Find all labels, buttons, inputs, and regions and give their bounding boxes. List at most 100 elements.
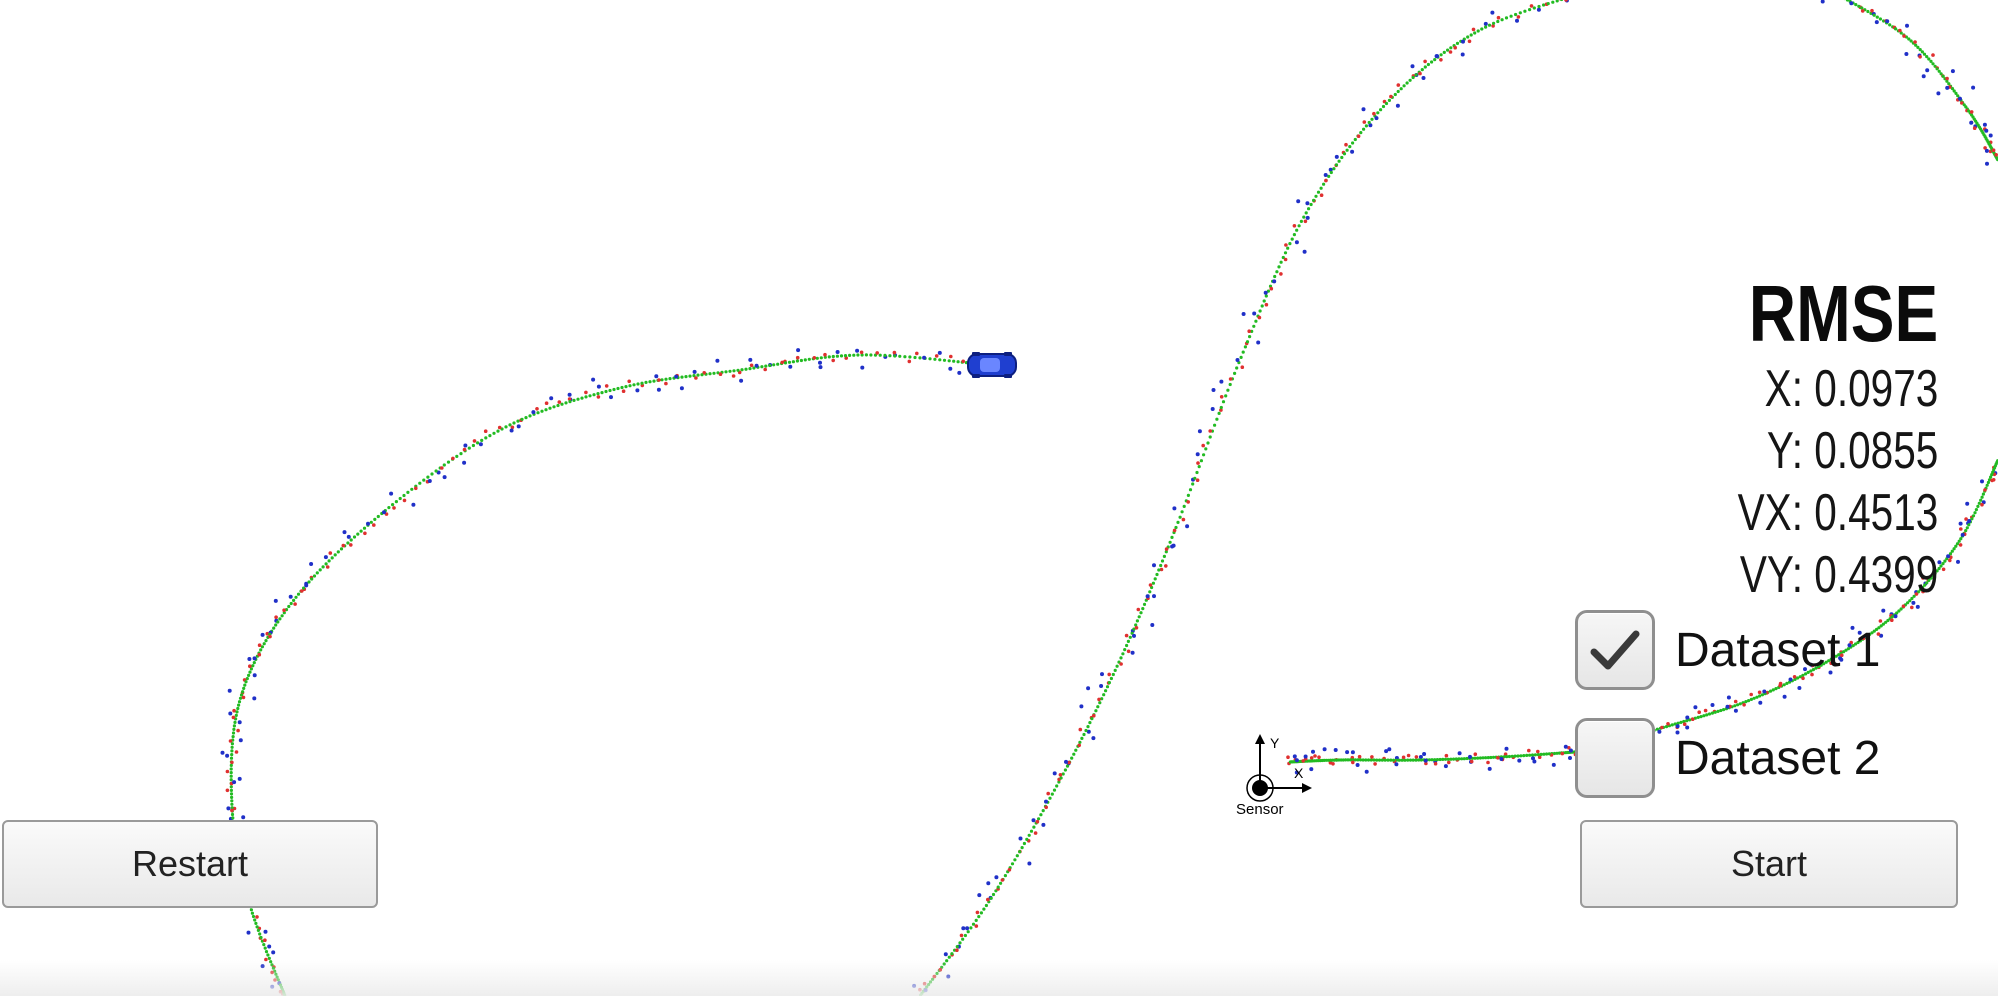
ground-truth-point bbox=[1050, 792, 1054, 796]
ground-truth-point bbox=[938, 358, 942, 362]
ground-truth-point bbox=[1977, 501, 1981, 505]
lidar-measurement bbox=[1058, 773, 1063, 777]
ground-truth-point bbox=[1957, 539, 1961, 543]
ground-truth-point bbox=[1909, 39, 1913, 43]
start-button[interactable]: Start bbox=[1580, 820, 1958, 908]
ground-truth-point bbox=[1939, 564, 1943, 568]
radar-measurement bbox=[1150, 623, 1155, 627]
dataset-1-checkbox[interactable] bbox=[1575, 610, 1655, 690]
ground-truth-point bbox=[1332, 167, 1336, 171]
ground-truth-point bbox=[1948, 552, 1953, 556]
ground-truth-point bbox=[1918, 588, 1923, 592]
ground-truth-point bbox=[1877, 626, 1881, 630]
lidar-measurement bbox=[694, 376, 698, 380]
lidar-measurement bbox=[268, 634, 272, 639]
lidar-measurement bbox=[1208, 429, 1212, 433]
ground-truth-point bbox=[230, 742, 234, 746]
ground-truth-point bbox=[1414, 758, 1418, 762]
radar-measurement bbox=[1252, 311, 1257, 316]
dataset-2-checkbox[interactable] bbox=[1575, 718, 1655, 798]
ground-truth-point bbox=[1819, 663, 1823, 667]
lidar-measurement bbox=[402, 498, 407, 503]
lidar-measurement bbox=[1792, 675, 1797, 679]
dataset-2-option[interactable]: Dataset 2 bbox=[1575, 716, 1880, 800]
ground-truth-point bbox=[1250, 329, 1254, 333]
ground-truth-point bbox=[1329, 170, 1333, 175]
ground-truth-point bbox=[1875, 15, 1879, 19]
radar-measurement bbox=[1965, 501, 1970, 506]
ground-truth-point bbox=[1884, 620, 1888, 624]
ground-truth-point bbox=[982, 907, 986, 911]
radar-measurement bbox=[596, 384, 601, 389]
ground-truth-point bbox=[556, 403, 560, 408]
ground-truth-point bbox=[831, 354, 835, 359]
lidar-measurement bbox=[1301, 759, 1305, 763]
ground-truth-point bbox=[1348, 145, 1352, 149]
ground-truth-point bbox=[229, 792, 234, 796]
ground-truth-point bbox=[640, 381, 644, 385]
radar-measurement bbox=[965, 926, 970, 931]
lidar-measurement bbox=[831, 358, 835, 363]
lidar-measurement bbox=[955, 948, 959, 952]
ground-truth-point bbox=[235, 710, 239, 714]
radar-measurement bbox=[1099, 684, 1104, 688]
lidar-measurement bbox=[248, 664, 252, 668]
ground-truth-point bbox=[604, 389, 608, 394]
ground-truth-point bbox=[394, 500, 398, 504]
ground-truth-point bbox=[1098, 701, 1102, 705]
lidar-measurement bbox=[472, 439, 477, 443]
radar-measurement bbox=[1879, 633, 1884, 638]
ground-truth-point bbox=[245, 677, 249, 681]
ground-truth-point bbox=[1018, 850, 1022, 854]
ground-truth-point bbox=[1277, 265, 1281, 269]
ground-truth-point bbox=[1088, 721, 1092, 725]
radar-measurement bbox=[1857, 630, 1862, 635]
ground-truth-point bbox=[1020, 846, 1024, 850]
lidar-measurement bbox=[1473, 752, 1478, 756]
ground-truth-point bbox=[1362, 127, 1366, 131]
radar-measurement bbox=[1309, 767, 1314, 772]
ground-truth-point bbox=[1991, 470, 1995, 474]
ground-truth-point bbox=[1817, 665, 1821, 669]
ground-truth-point bbox=[1262, 299, 1266, 303]
radar-measurement bbox=[1422, 752, 1427, 756]
ground-truth-point bbox=[1774, 687, 1778, 691]
lidar-measurement bbox=[1469, 759, 1474, 764]
ground-truth-point bbox=[229, 767, 233, 771]
lidar-measurement bbox=[1690, 717, 1695, 721]
ground-truth-point bbox=[1372, 758, 1376, 762]
dataset-1-option[interactable]: Dataset 1 bbox=[1575, 608, 1880, 692]
ground-truth-point bbox=[237, 700, 242, 704]
radar-measurement bbox=[1219, 379, 1224, 384]
radar-measurement bbox=[1185, 524, 1190, 529]
restart-button[interactable]: Restart bbox=[2, 820, 378, 908]
lidar-measurement bbox=[1303, 219, 1308, 224]
ground-truth-point bbox=[1135, 619, 1139, 623]
ground-truth-point bbox=[1964, 529, 1968, 533]
lidar-measurement bbox=[1567, 746, 1571, 750]
lidar-measurement bbox=[1373, 762, 1377, 766]
ground-truth-point bbox=[1142, 602, 1147, 607]
ground-truth-point bbox=[1377, 758, 1382, 762]
ground-truth-point bbox=[1516, 754, 1520, 758]
ground-truth-point bbox=[1881, 622, 1885, 626]
lidar-measurement bbox=[1960, 101, 1964, 105]
ground-truth-point bbox=[979, 911, 984, 915]
lidar-measurement bbox=[1219, 395, 1224, 399]
ground-truth-point bbox=[480, 438, 484, 442]
ground-truth-point bbox=[572, 398, 576, 402]
ground-truth-point bbox=[422, 478, 426, 482]
ground-truth-point bbox=[229, 778, 233, 782]
ground-truth-point bbox=[564, 401, 568, 405]
radar-measurement bbox=[1499, 757, 1504, 761]
lidar-measurement bbox=[1313, 754, 1317, 758]
ground-truth-point bbox=[942, 358, 947, 362]
ground-truth-point bbox=[1029, 829, 1034, 833]
ground-truth-point bbox=[1433, 58, 1437, 62]
ground-truth-point bbox=[1180, 510, 1184, 514]
lidar-measurement bbox=[1444, 753, 1449, 758]
ground-truth-point bbox=[799, 358, 804, 363]
lidar-measurement bbox=[1994, 153, 1998, 157]
radar-measurement bbox=[1323, 173, 1328, 177]
radar-measurement bbox=[1969, 120, 1974, 125]
